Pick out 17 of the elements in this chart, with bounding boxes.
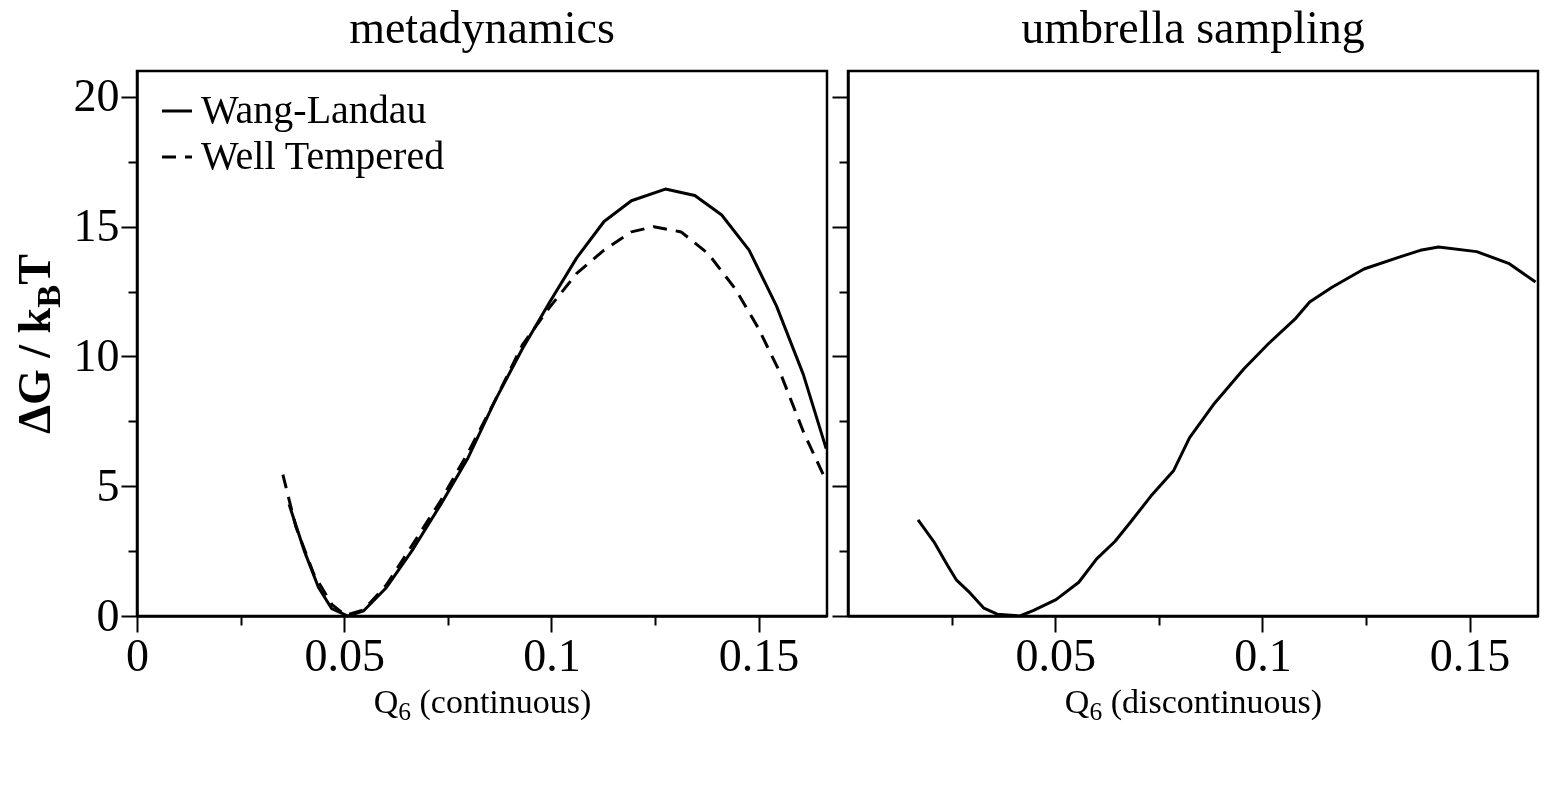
chart-title: umbrella sampling [1021,2,1365,53]
x-tick-label: 0.05 [304,629,385,681]
y-tick-label: 0 [96,589,120,641]
legend-label: Wang-Landau [201,87,427,132]
x-tick-label: 0.1 [1234,629,1292,681]
legend-label: Well Tempered [201,133,445,178]
x-axis-title: Q$_{6}$ (continuous) [373,682,592,727]
x-tick-label: 0.15 [718,629,800,681]
x-axis-title: Q$_{6}$ (discontinuous) [1064,682,1323,727]
y-tick-label: 15 [73,200,120,252]
x-tick-label: 0.15 [1429,629,1511,681]
y-tick-label: 10 [73,329,120,381]
y-tick-label: 5 [96,459,120,511]
chart-title: metadynamics [349,2,615,53]
y-tick-label: 20 [73,70,120,122]
x-tick-label: 0.1 [523,629,581,681]
x-tick-label: 0.05 [1015,629,1096,681]
